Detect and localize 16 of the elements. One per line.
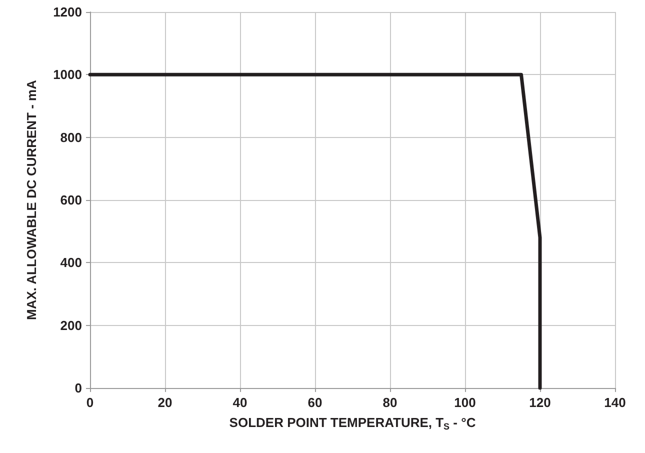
y-tick-label: 200 — [60, 318, 82, 333]
y-tick-label: 1000 — [53, 67, 82, 82]
y-tick-label: 600 — [60, 192, 82, 208]
x-tick-label: 100 — [454, 395, 476, 410]
x-tick-label: 140 — [604, 395, 626, 410]
y-axis-title: MAX. ALLOWABLE DC CURRENT - mA — [24, 79, 39, 320]
x-tick-label: 80 — [382, 395, 398, 410]
x-tick-label: 40 — [232, 395, 248, 410]
y-tick-label: 1200 — [53, 4, 82, 20]
y-tick-label: 400 — [60, 255, 82, 270]
x-tick-label: 60 — [308, 395, 322, 410]
x-tick-label: 120 — [529, 395, 551, 410]
y-tick-label: 800 — [60, 130, 82, 145]
x-tick-label: 0 — [86, 395, 94, 410]
y-tick-label: 0 — [74, 380, 82, 396]
x-tick-label: 20 — [158, 395, 172, 410]
